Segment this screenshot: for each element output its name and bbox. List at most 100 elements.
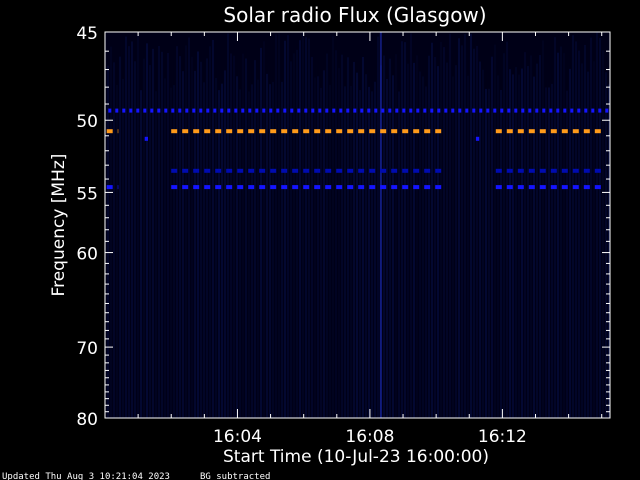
band-dash (262, 108, 266, 113)
band-dash (528, 108, 532, 113)
band-dash (369, 168, 376, 173)
noise-streak (557, 52, 559, 419)
band-dash (347, 129, 354, 134)
band-dash (311, 108, 315, 113)
band-dash (204, 168, 211, 173)
noise-streak (290, 61, 292, 418)
band-dash (226, 129, 233, 134)
noise-streak (473, 48, 475, 418)
band-dash (435, 168, 442, 173)
band-dash (248, 108, 252, 113)
noise-streak (379, 32, 382, 418)
band-dash (542, 108, 546, 113)
noise-streak (461, 45, 463, 419)
band-dash (506, 129, 513, 134)
band-dash (535, 108, 539, 113)
noise-streak (224, 70, 226, 419)
band-dash (318, 108, 322, 113)
noise-streak (266, 73, 268, 418)
band-dash (259, 129, 266, 134)
band-dash (215, 185, 222, 190)
noise-streak (368, 86, 370, 419)
band-dash (493, 108, 497, 113)
band-dash (495, 185, 502, 190)
noise-streak (560, 46, 562, 418)
band-dash (270, 185, 277, 190)
noise-streak (413, 62, 415, 418)
noise-streak (590, 37, 592, 418)
band-dash (336, 168, 343, 173)
band-dash (220, 108, 224, 113)
band-dash (380, 129, 387, 134)
noise-streak (146, 43, 148, 418)
noise-streak (542, 40, 544, 419)
noise-streak (485, 88, 487, 419)
noise-streak (407, 63, 409, 419)
band-dash (199, 108, 203, 113)
band-dash (424, 185, 431, 190)
band-dash (215, 168, 222, 173)
noise-streak (434, 57, 436, 418)
noise-streak (344, 86, 346, 418)
band-dash (479, 108, 483, 113)
noise-streak (530, 55, 532, 418)
band-dash (237, 185, 244, 190)
band-dash (591, 108, 595, 113)
noise-streak (125, 36, 127, 418)
noise-streak (497, 75, 499, 419)
band-dash (561, 129, 568, 134)
noise-streak (242, 53, 244, 419)
band-dash (143, 108, 147, 113)
band-dash (388, 108, 392, 113)
band-dash (204, 129, 211, 134)
noise-streak (527, 66, 529, 418)
band-dash (374, 108, 378, 113)
background-streaks (107, 32, 610, 419)
band-dash (336, 129, 343, 134)
noise-streak (545, 87, 547, 418)
noise-streak (464, 33, 466, 419)
footer-bg-note: BG subtracted (200, 472, 270, 480)
band-dash (281, 168, 288, 173)
footer-updated: Updated Thu Aug 3 10:21:04 2023 (2, 472, 170, 480)
noise-streak (152, 48, 154, 418)
band-dash (435, 185, 442, 190)
noise-streak (209, 46, 211, 418)
noise-streak (278, 33, 280, 418)
noise-streak (416, 55, 418, 419)
noise-streak (170, 87, 172, 419)
band-dash (339, 108, 343, 113)
band-dash (303, 129, 310, 134)
noise-streak (293, 53, 295, 419)
band-dash (424, 168, 431, 173)
noise-streak (173, 85, 175, 419)
band-dash (185, 108, 189, 113)
noise-streak (470, 33, 472, 418)
noise-streak (503, 53, 505, 418)
noise-streak (269, 84, 271, 418)
noise-streak (161, 51, 163, 418)
band-dash (237, 168, 244, 173)
band-dash (171, 185, 178, 190)
noise-streak (356, 72, 358, 419)
band-dash (572, 185, 579, 190)
band-dash (136, 108, 140, 113)
y-tick-label: 55 (76, 184, 98, 204)
band-dash (237, 129, 244, 134)
noise-streak (305, 37, 307, 418)
noise-streak (596, 32, 598, 419)
noise-streak (452, 76, 454, 419)
noise-streak (386, 78, 388, 418)
band-dash (226, 168, 233, 173)
band-dash (193, 129, 200, 134)
noise-streak (437, 66, 439, 418)
band-dash (563, 108, 567, 113)
band-dash (507, 108, 511, 113)
noise-streak (446, 62, 448, 419)
band-dash (150, 108, 154, 113)
noise-streak (395, 54, 397, 418)
noise-streak (428, 55, 430, 418)
band-dash (413, 185, 420, 190)
band-dash (495, 129, 502, 134)
